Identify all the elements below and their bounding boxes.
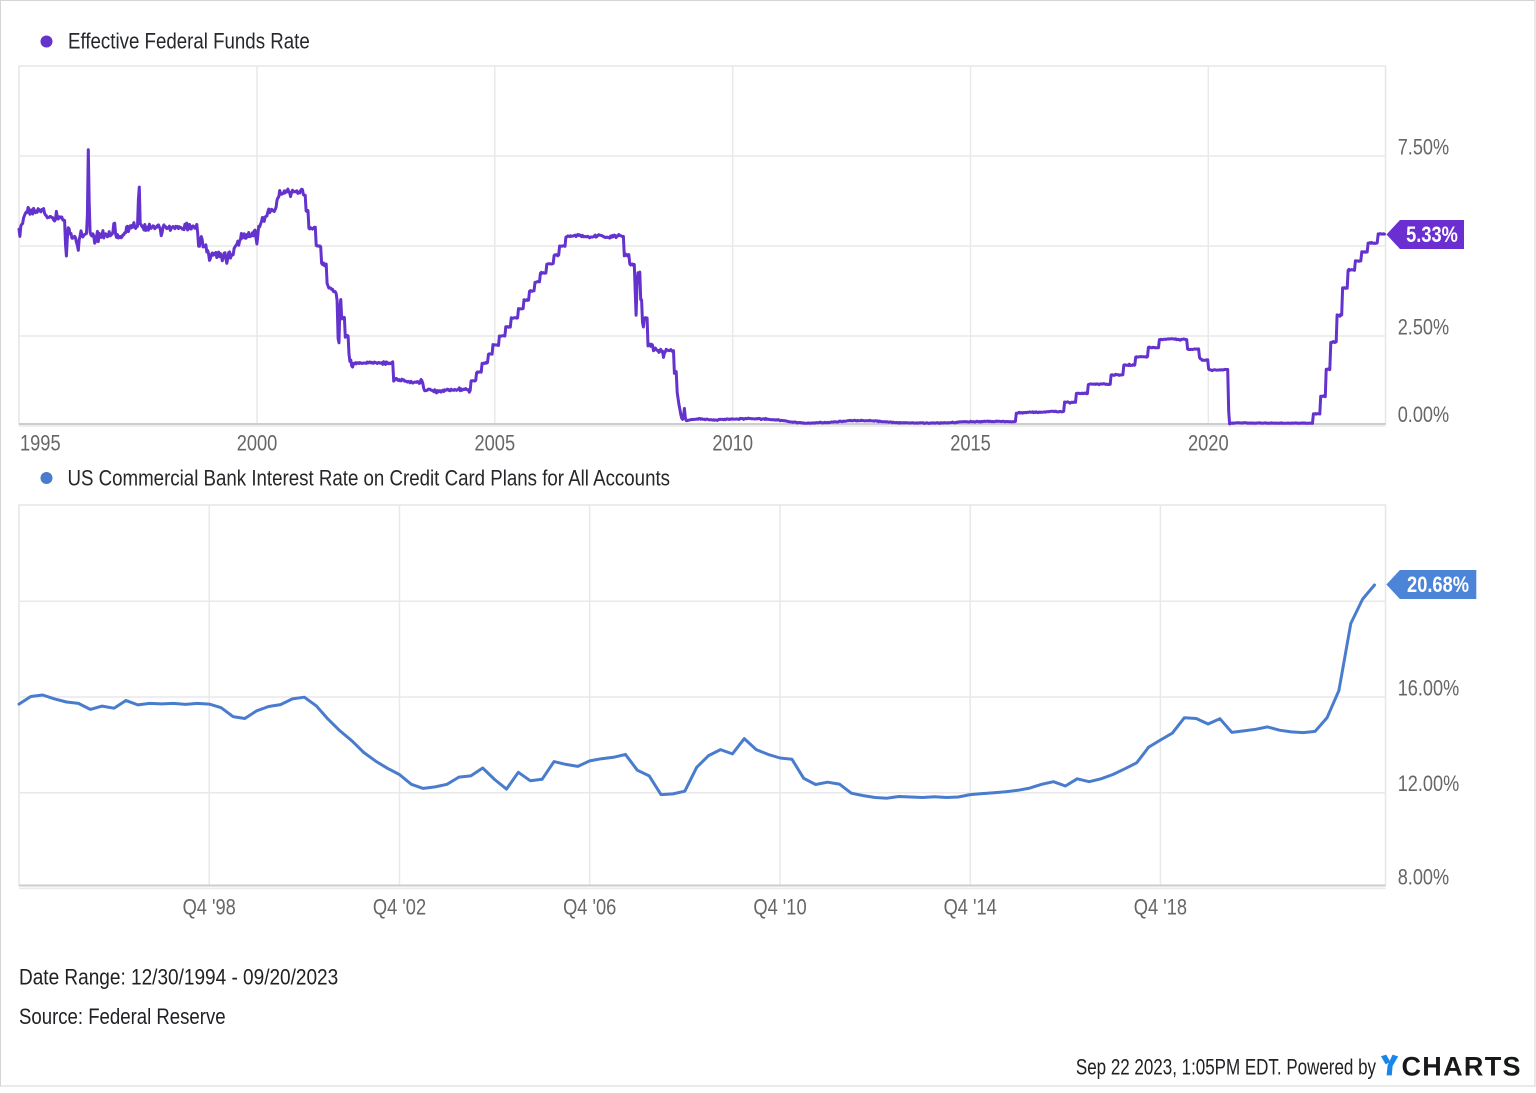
svg-text:Q4 '98: Q4 '98 bbox=[183, 896, 236, 920]
svg-text:2005: 2005 bbox=[474, 432, 515, 456]
svg-text:Q4 '10: Q4 '10 bbox=[753, 896, 806, 920]
svg-text:7.50%: 7.50% bbox=[1398, 136, 1450, 160]
svg-text:Q4 '14: Q4 '14 bbox=[944, 896, 997, 920]
svg-text:Effective Federal Funds Rate: Effective Federal Funds Rate bbox=[68, 30, 310, 54]
svg-text:0.00%: 0.00% bbox=[1398, 403, 1450, 427]
svg-text:2000: 2000 bbox=[237, 432, 278, 456]
svg-text:2010: 2010 bbox=[712, 432, 753, 456]
svg-text:20.68%: 20.68% bbox=[1407, 574, 1469, 598]
svg-text:8.00%: 8.00% bbox=[1398, 866, 1450, 890]
svg-text:5.33%: 5.33% bbox=[1406, 224, 1458, 248]
svg-text:12.00%: 12.00% bbox=[1398, 772, 1460, 796]
svg-text:Q4 '02: Q4 '02 bbox=[373, 896, 426, 920]
svg-text:1995: 1995 bbox=[20, 432, 61, 456]
svg-text:2015: 2015 bbox=[950, 432, 991, 456]
svg-text:Date Range: 12/30/1994 - 09/20: Date Range: 12/30/1994 - 09/20/2023 bbox=[19, 965, 338, 990]
svg-text:2020: 2020 bbox=[1188, 432, 1229, 456]
svg-text:Q4 '06: Q4 '06 bbox=[563, 896, 616, 920]
svg-text:Sep 22 2023, 1:05PM EDT. Power: Sep 22 2023, 1:05PM EDT. Powered by bbox=[1076, 1055, 1376, 1080]
svg-text:16.00%: 16.00% bbox=[1398, 677, 1460, 701]
svg-text:US Commercial Bank Interest Ra: US Commercial Bank Interest Rate on Cred… bbox=[68, 467, 670, 491]
svg-text:2.50%: 2.50% bbox=[1398, 316, 1450, 340]
svg-text:CHARTS: CHARTS bbox=[1402, 1051, 1522, 1081]
svg-text:Source: Federal Reserve: Source: Federal Reserve bbox=[19, 1006, 226, 1030]
svg-text:Q4 '18: Q4 '18 bbox=[1134, 896, 1187, 920]
